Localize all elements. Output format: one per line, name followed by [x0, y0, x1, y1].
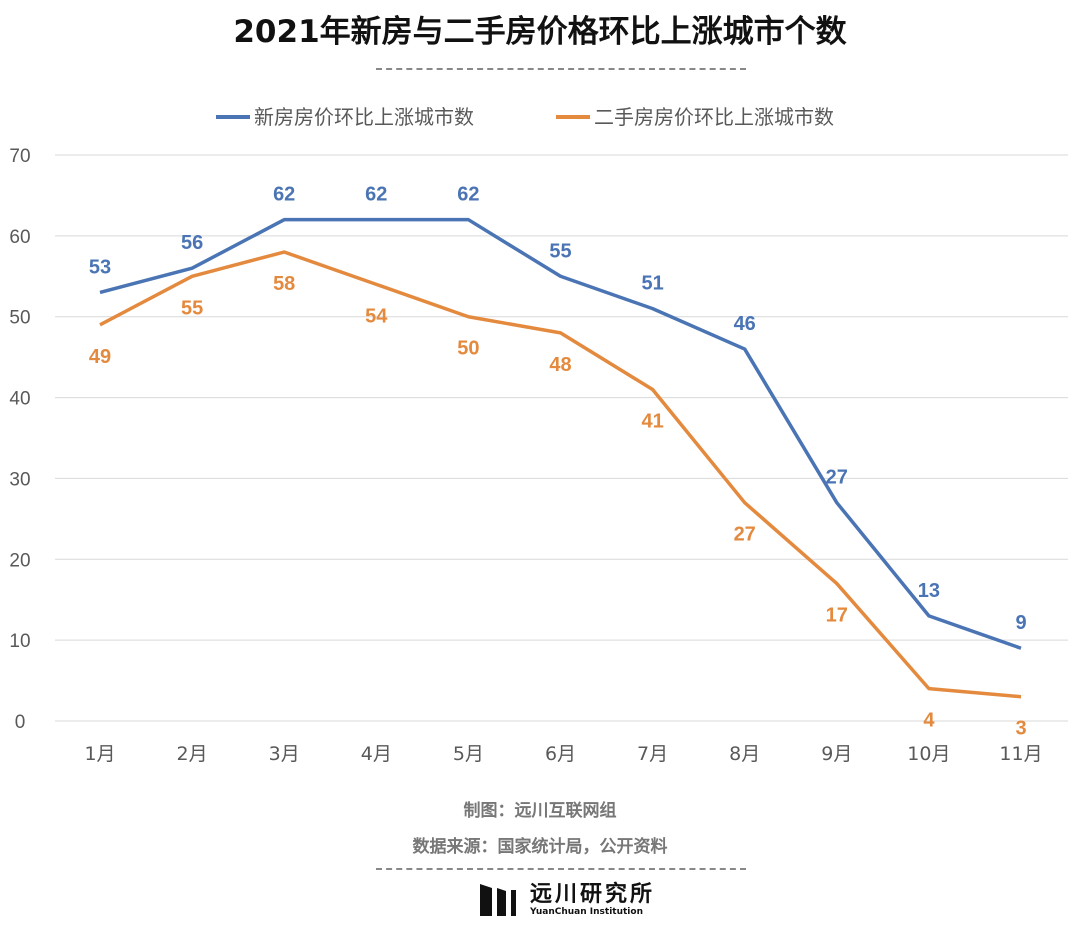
logo-mark-icon [480, 884, 516, 916]
data-label: 46 [734, 313, 756, 335]
data-label: 51 [641, 273, 663, 295]
legend-label: 新房房价环比上涨城市数 [254, 105, 474, 129]
data-label: 27 [826, 467, 848, 489]
x-tick-label: 11月 [999, 743, 1042, 765]
data-label: 55 [181, 297, 203, 319]
data-label: 58 [273, 273, 295, 295]
y-tick-label: 30 [9, 469, 30, 490]
data-label: 56 [181, 232, 203, 254]
y-tick-label: 40 [9, 389, 30, 410]
x-tick-label: 5月 [453, 743, 484, 765]
data-label: 62 [273, 184, 295, 206]
x-tick-label: 6月 [545, 743, 576, 765]
series-line [99, 250, 1022, 699]
y-tick-label: 70 [9, 146, 30, 167]
y-tick-label: 0 [15, 712, 26, 733]
chart-title: 2021年新房与二手房价格环比上涨城市个数 [233, 14, 847, 50]
data-label: 4 [923, 710, 935, 732]
source-text: 数据来源：国家统计局，公开资料 [412, 837, 668, 857]
logo-subtitle: YuanChuan Institution [530, 907, 643, 917]
x-tick-label: 4月 [361, 743, 392, 765]
x-tick-label: 3月 [269, 743, 300, 765]
data-label: 62 [365, 184, 387, 206]
y-tick-label: 10 [9, 631, 30, 652]
series-line [99, 217, 1022, 650]
data-label: 17 [826, 605, 848, 627]
data-label: 41 [641, 410, 663, 432]
logo-name: 远川研究所 [530, 882, 656, 907]
x-tick-label: 1月 [84, 743, 115, 765]
data-label: 50 [457, 338, 479, 360]
x-tick-label: 10月 [907, 743, 950, 765]
legend-label: 二手房房价环比上涨城市数 [594, 105, 834, 129]
y-tick-label: 50 [9, 308, 30, 329]
y-tick-label: 60 [9, 227, 30, 248]
logo: 远川研究所 YuanChuan Institution [478, 882, 655, 918]
data-label: 49 [89, 346, 111, 368]
x-tick-label: 9月 [821, 743, 852, 765]
y-tick-label: 20 [9, 550, 30, 571]
data-label: 53 [89, 256, 111, 278]
data-label: 55 [549, 240, 571, 262]
x-tick-label: 2月 [177, 743, 208, 765]
data-label: 3 [1015, 718, 1026, 740]
divider [376, 868, 746, 870]
line-chart: 0 10 20 30 40 50 60 70 1月 2月 3月 4月 5月 6月 7月 8月 9月 10月 11月 新… [9, 105, 1068, 765]
x-tick-label: 7月 [637, 743, 668, 765]
x-tick-label: 8月 [729, 743, 760, 765]
divider [376, 68, 746, 70]
data-label: 27 [734, 524, 756, 546]
data-label: 9 [1015, 612, 1026, 634]
data-label: 48 [549, 354, 571, 376]
data-label: 62 [457, 184, 479, 206]
credit-text: 制图：远川互联网组 [463, 801, 617, 821]
data-label: 13 [918, 580, 940, 602]
data-label: 54 [365, 305, 388, 327]
